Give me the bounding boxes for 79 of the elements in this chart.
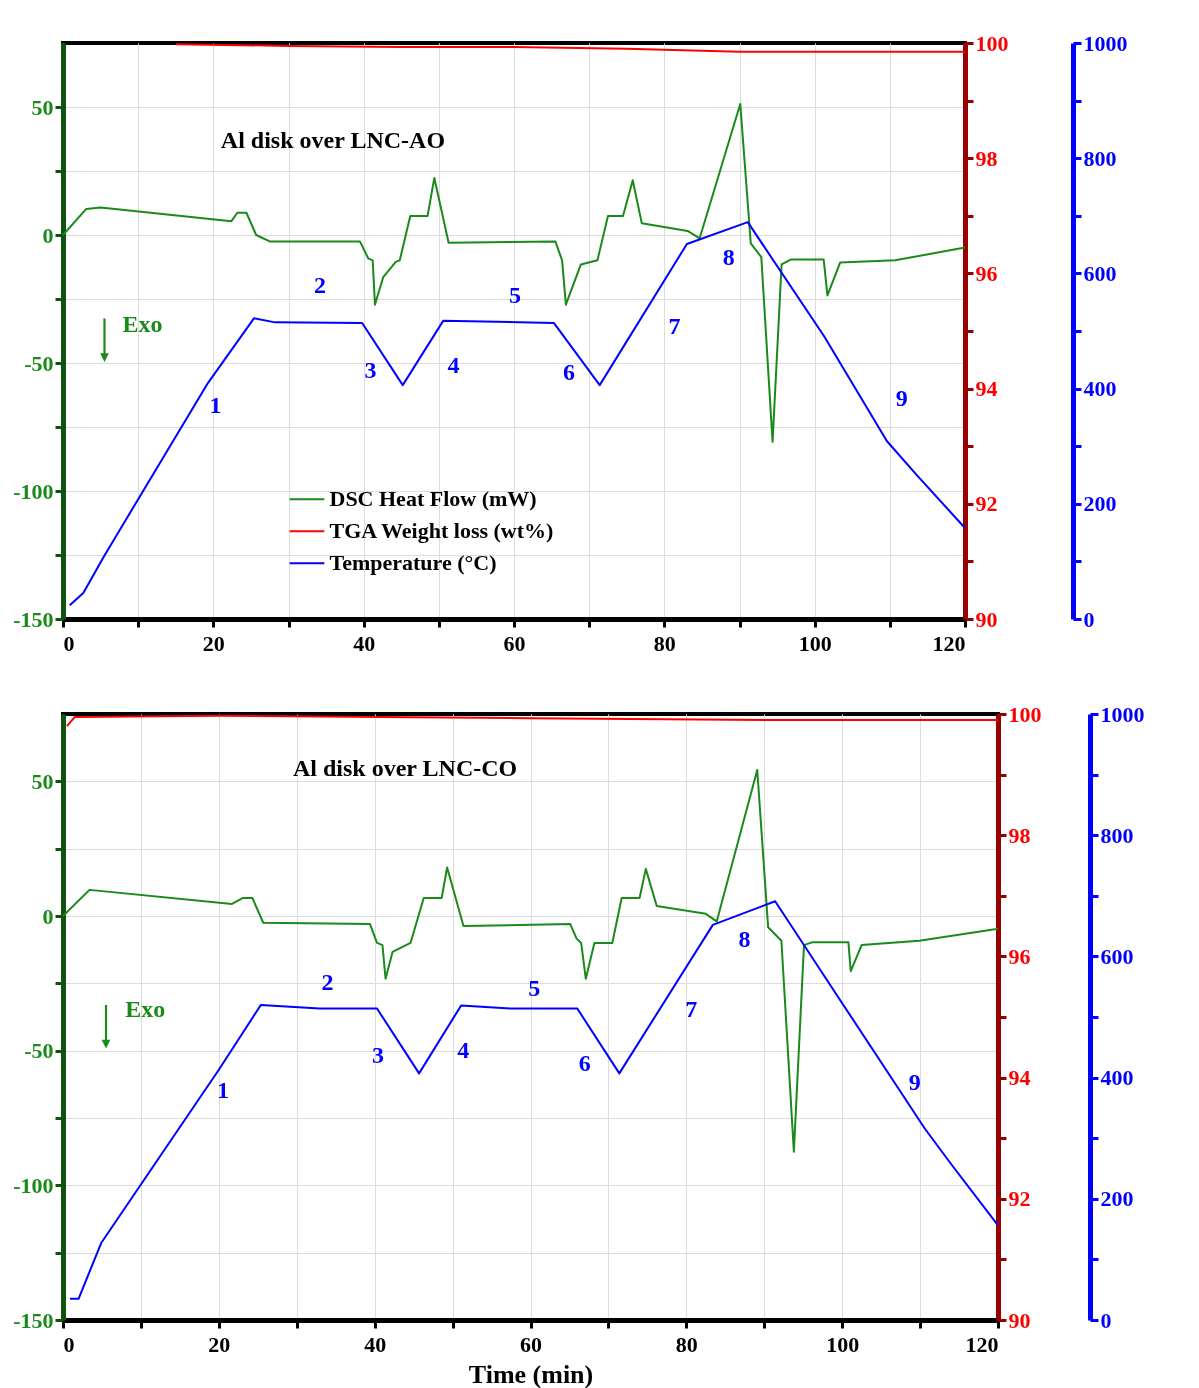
legend-label: Temperature (°C) <box>329 550 497 576</box>
y-tick-label: 50 <box>31 768 54 794</box>
x-tick-label: 80 <box>675 1331 698 1357</box>
x-tick-label: 100 <box>826 1331 860 1357</box>
annotation: 4 <box>457 1036 470 1063</box>
y3-tick-label: 200 <box>1100 1186 1134 1212</box>
annotation: 2 <box>321 969 334 996</box>
annotation: 1 <box>209 392 222 419</box>
line-series <box>68 221 966 607</box>
legend-label: DSC Heat Flow (mW) <box>329 486 537 512</box>
x-tick-label: 40 <box>353 630 376 656</box>
annotation: 5 <box>528 974 541 1001</box>
y2-tick-label: 100 <box>1008 701 1042 727</box>
x-tick-label: 60 <box>520 1331 542 1357</box>
annotation: 1 <box>216 1076 229 1103</box>
line-series <box>65 714 999 728</box>
y-tick-label: 0 <box>42 903 54 929</box>
annotation: 9 <box>908 1069 921 1096</box>
legend-label: TGA Weight loss (wt%) <box>329 518 554 544</box>
y2-tick-label: 98 <box>975 145 998 171</box>
annotation: 8 <box>722 243 735 270</box>
y-tick-label: -150 <box>13 1307 54 1333</box>
y3-tick-label: 600 <box>1100 943 1134 969</box>
y2-tick-label: 100 <box>975 30 1009 56</box>
x-tick-label: 60 <box>503 630 526 656</box>
y3-tick-label: 800 <box>1083 145 1117 171</box>
annotation: 5 <box>508 282 521 309</box>
annotation: 4 <box>447 351 460 378</box>
y2-tick-label: 90 <box>975 606 998 632</box>
y2-tick-label: 98 <box>1008 822 1031 848</box>
x-tick-label: 40 <box>364 1331 387 1357</box>
x-axis-title: Time (min) <box>468 1359 594 1388</box>
y2-tick-label: 92 <box>975 491 998 517</box>
x-tick-label: 120 <box>965 1331 999 1357</box>
y2-tick-label: 96 <box>975 260 998 286</box>
text: Al disk over LNC-AO <box>220 126 446 153</box>
y-tick-label: -150 <box>13 606 54 632</box>
y-tick-label: -50 <box>24 1038 54 1064</box>
x-tick-label: 100 <box>798 630 832 656</box>
line-series <box>62 102 966 443</box>
y2-tick-label: 96 <box>1008 943 1031 969</box>
y2-tick-label: 94 <box>975 376 998 402</box>
y3-tick-label: 400 <box>1100 1065 1134 1091</box>
y-tick-label: 50 <box>31 94 54 120</box>
annotation: 7 <box>668 312 681 339</box>
y2-tick-label: 90 <box>1008 1307 1031 1333</box>
annotation: 3 <box>372 1041 385 1068</box>
y3-tick-label: 600 <box>1083 260 1117 286</box>
y3-tick-label: 400 <box>1083 376 1117 402</box>
y3-tick-label: 0 <box>1100 1307 1112 1333</box>
annotation: 8 <box>738 926 751 953</box>
x-tick-label: 20 <box>208 1331 231 1357</box>
y-tick-label: -100 <box>13 1172 54 1198</box>
annotation: 9 <box>895 384 908 411</box>
x-tick-label: 0 <box>63 1331 75 1357</box>
y2-tick-label: 94 <box>1008 1065 1031 1091</box>
y3-tick-label: 1000 <box>1083 30 1128 56</box>
x-tick-label: 20 <box>202 630 225 656</box>
annotation: 2 <box>314 272 327 299</box>
annotation: 6 <box>563 359 576 386</box>
y3-tick-label: 800 <box>1100 822 1134 848</box>
line-series <box>174 43 966 53</box>
annotation: Exo <box>125 996 166 1023</box>
y-tick-label: 0 <box>42 222 54 248</box>
y-tick-label: -100 <box>13 478 54 504</box>
annotation: Exo <box>122 310 163 337</box>
line-series <box>69 900 999 1300</box>
x-tick-label: 0 <box>63 630 75 656</box>
y-tick-label: -50 <box>24 350 54 376</box>
x-tick-label: 80 <box>653 630 676 656</box>
y2-tick-label: 92 <box>1008 1186 1031 1212</box>
text: Al disk over LNC-CO <box>293 754 518 781</box>
y3-tick-label: 200 <box>1083 491 1117 517</box>
annotation: 3 <box>364 356 377 383</box>
y3-tick-label: 0 <box>1083 606 1095 632</box>
annotation: 7 <box>685 996 698 1023</box>
annotation: 6 <box>578 1050 591 1077</box>
y3-tick-label: 1000 <box>1100 701 1145 727</box>
x-tick-label: 120 <box>932 630 966 656</box>
